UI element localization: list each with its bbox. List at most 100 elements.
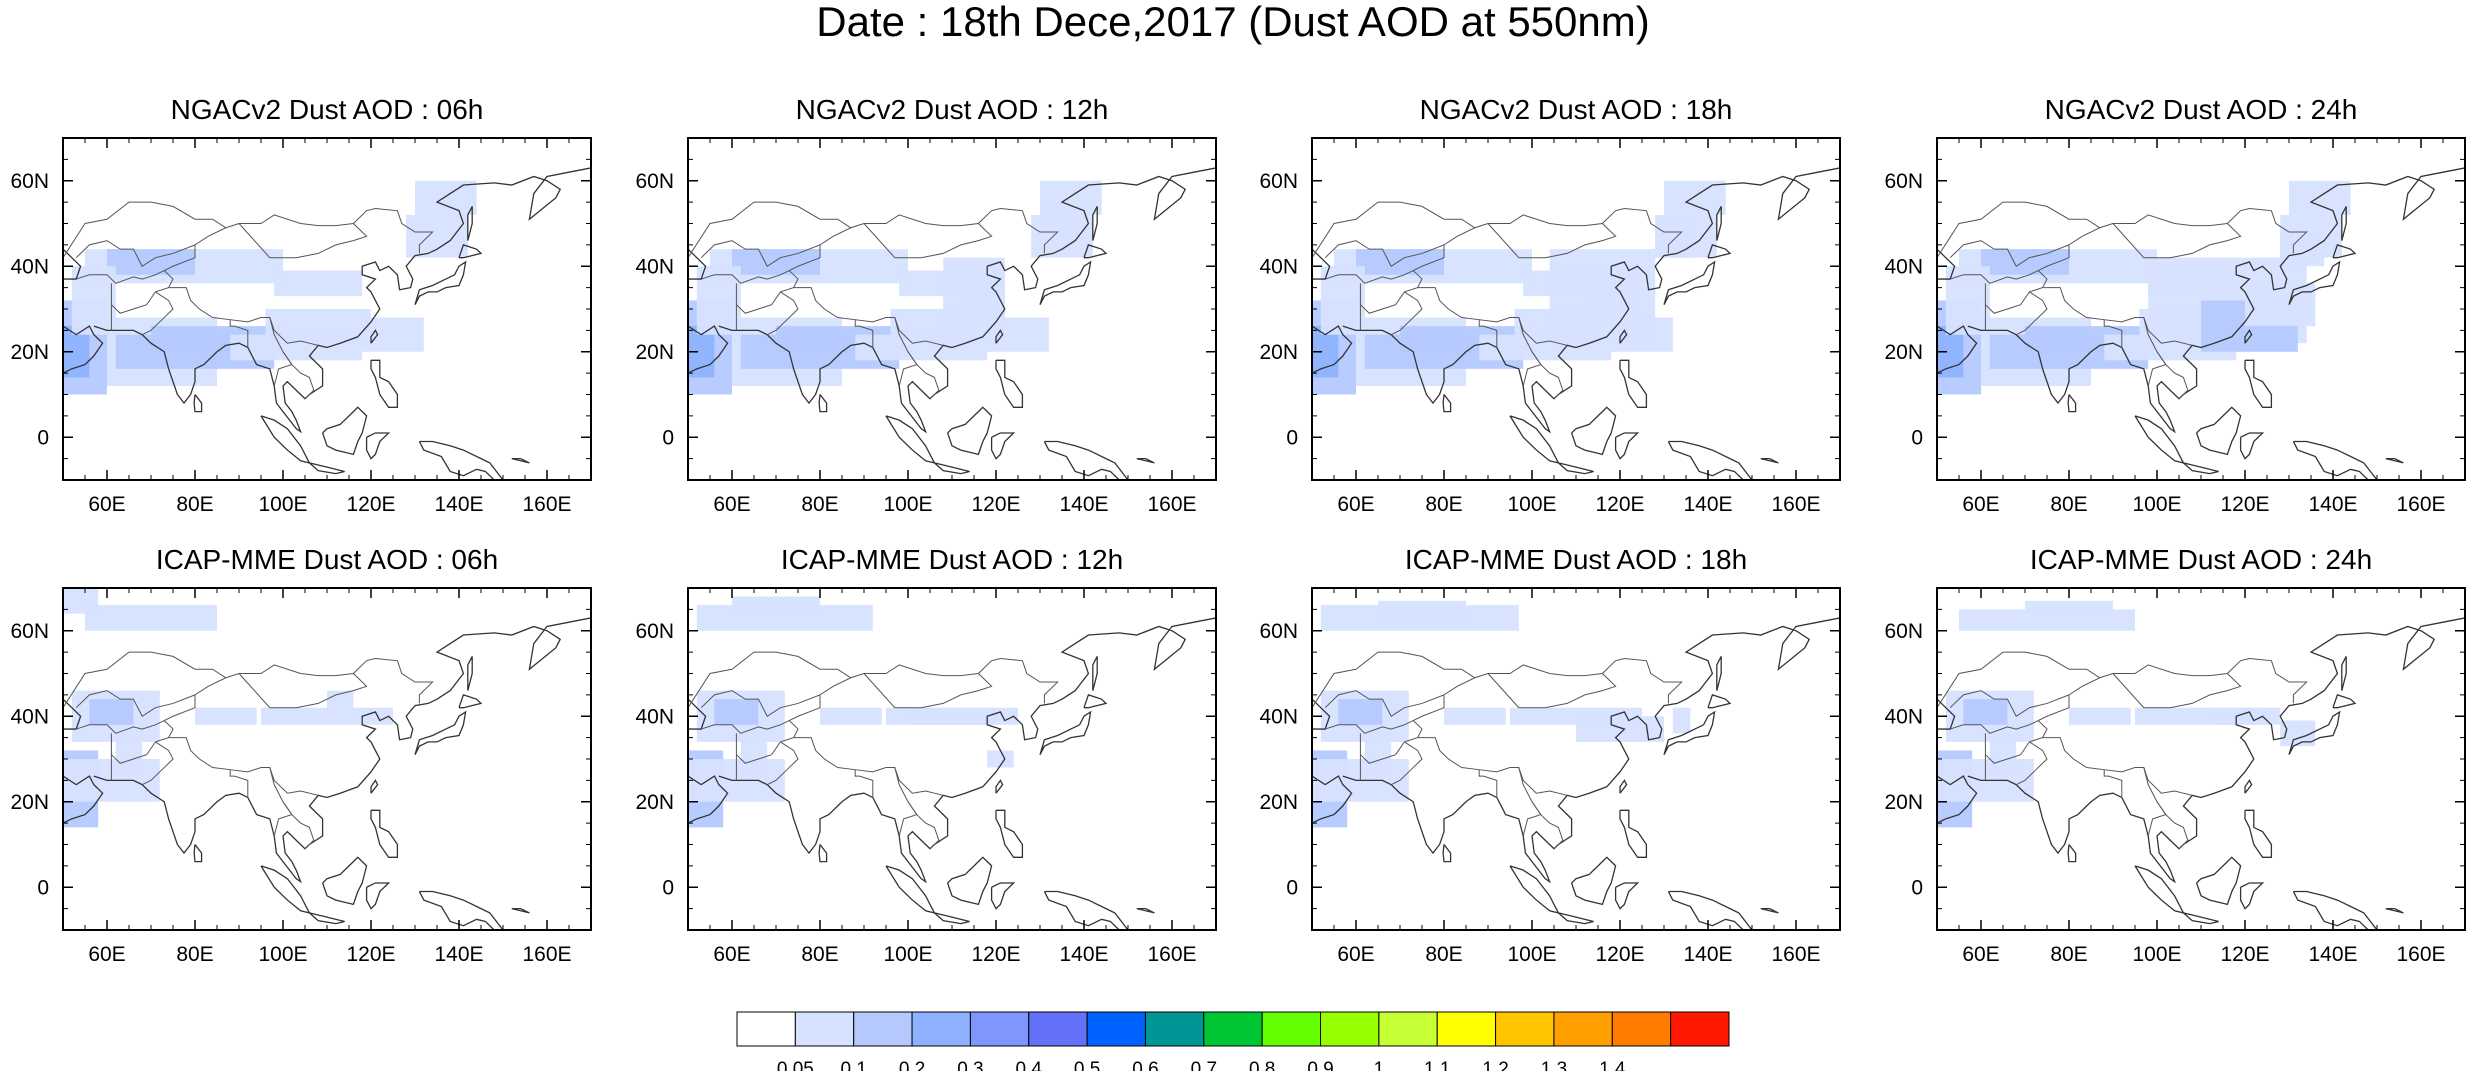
dust-aod-cell	[2289, 180, 2351, 215]
colorbar-swatch	[1086, 1011, 1146, 1047]
coastline	[1092, 656, 1098, 691]
coastline	[2385, 457, 2404, 464]
lon-tick-label: 140E	[1683, 493, 1732, 516]
country-border	[688, 201, 852, 258]
country-border	[898, 351, 918, 387]
country-border	[1937, 201, 2101, 258]
country-border	[238, 673, 368, 709]
coastline	[2182, 912, 2219, 925]
country-border	[2103, 769, 2123, 798]
coastline	[1083, 694, 1108, 709]
lon-tick-label: 160E	[2396, 943, 2445, 966]
panel-title: ICAP-MME Dust AOD : 06h	[156, 544, 498, 575]
lon-tick-label: 100E	[258, 943, 307, 966]
coastline	[1557, 912, 1594, 925]
coastline	[2244, 359, 2273, 408]
country-border	[894, 317, 940, 400]
lat-tick-label: 60N	[1259, 170, 1298, 193]
coastline	[1672, 479, 1718, 480]
country-border	[793, 737, 944, 796]
lat-tick-label: 0	[1286, 876, 1298, 899]
dust-aod-cell	[107, 249, 195, 275]
country-border	[793, 287, 944, 346]
country-border	[1937, 651, 2101, 708]
country-border	[2143, 317, 2189, 400]
country-border	[63, 201, 227, 258]
coastline	[2288, 710, 2341, 756]
map-panel: NGACv2 Dust AOD : 12h 60E 80E 100E 120E 140E 1…	[635, 94, 1217, 516]
country-border	[700, 690, 821, 717]
coastline	[688, 759, 729, 824]
coastline	[1672, 929, 1718, 930]
dust-aod-cell	[2209, 707, 2281, 725]
dust-aod-cell	[63, 588, 99, 614]
coastline	[2332, 694, 2357, 709]
lat-tick-label: 60N	[10, 170, 49, 193]
coastline	[418, 890, 504, 930]
coastline	[1509, 415, 1560, 464]
coastline	[1716, 656, 1722, 691]
lat-tick-label: 0	[1286, 426, 1298, 449]
lat-tick-label: 40N	[1259, 255, 1298, 278]
panel-title: NGACv2 Dust AOD : 06h	[171, 94, 484, 125]
colorbar-swatch	[969, 1011, 1030, 1047]
coastline	[2067, 844, 2077, 863]
country-border	[2042, 737, 2193, 796]
country-border	[168, 287, 319, 346]
dust-aod-cell	[2245, 283, 2316, 327]
colorbar-swatch	[1553, 1011, 1613, 1047]
country-border	[863, 223, 993, 259]
lon-tick-label: 80E	[1425, 943, 1462, 966]
panel-title: NGACv2 Dust AOD : 12h	[796, 94, 1109, 125]
lon-tick-label: 80E	[176, 493, 213, 516]
dust-aod-cell	[1364, 733, 1392, 777]
lon-tick-label: 80E	[1425, 493, 1462, 516]
country-border	[701, 658, 1059, 734]
coastline	[933, 462, 970, 475]
lon-tick-label: 140E	[1059, 493, 1108, 516]
lat-tick-label: 20N	[635, 791, 674, 814]
colorbar-label: 1.1	[1424, 1059, 1450, 1071]
dust-aod-cell	[820, 707, 882, 725]
dust-aod-cell	[1989, 733, 2017, 777]
dust-aod-cell	[327, 690, 354, 708]
lat-tick-label: 40N	[635, 255, 674, 278]
dust-aod-cell	[987, 750, 1014, 768]
dust-aod-cell	[1040, 206, 1084, 241]
lat-tick-label: 60N	[1884, 620, 1923, 643]
map-content	[688, 596, 1216, 930]
country-border	[898, 801, 918, 837]
coastline	[1039, 260, 1092, 306]
lon-tick-label: 120E	[2220, 493, 2269, 516]
country-border	[1478, 769, 1498, 798]
coastline	[1342, 167, 1840, 434]
coastline	[2297, 479, 2343, 480]
country-border	[76, 208, 434, 284]
dust-aod-cell	[1444, 707, 1506, 725]
lon-tick-label: 80E	[801, 493, 838, 516]
country-border	[854, 769, 874, 798]
lon-tick-label: 100E	[883, 943, 932, 966]
coastline	[2134, 415, 2185, 464]
coastline	[63, 248, 82, 280]
colorbar-label: 0.5	[1074, 1059, 1100, 1071]
coastline	[308, 912, 345, 925]
country-border	[1518, 767, 1564, 850]
coastline	[2195, 856, 2242, 906]
coastline	[1312, 759, 1353, 824]
country-border	[75, 690, 196, 717]
lon-tick-label: 80E	[2050, 493, 2087, 516]
country-border	[1487, 673, 1617, 709]
coastline	[1619, 329, 1628, 344]
country-border	[735, 270, 799, 314]
coastline	[2134, 865, 2185, 914]
lat-tick-label: 40N	[635, 705, 674, 728]
lat-tick-label: 20N	[1884, 341, 1923, 364]
country-border	[1312, 201, 1476, 258]
country-border	[1324, 240, 1445, 267]
country-border	[1487, 223, 1617, 259]
country-border	[2147, 801, 2167, 837]
country-border	[269, 767, 315, 850]
coastline	[946, 406, 993, 456]
country-border	[2103, 319, 2123, 348]
